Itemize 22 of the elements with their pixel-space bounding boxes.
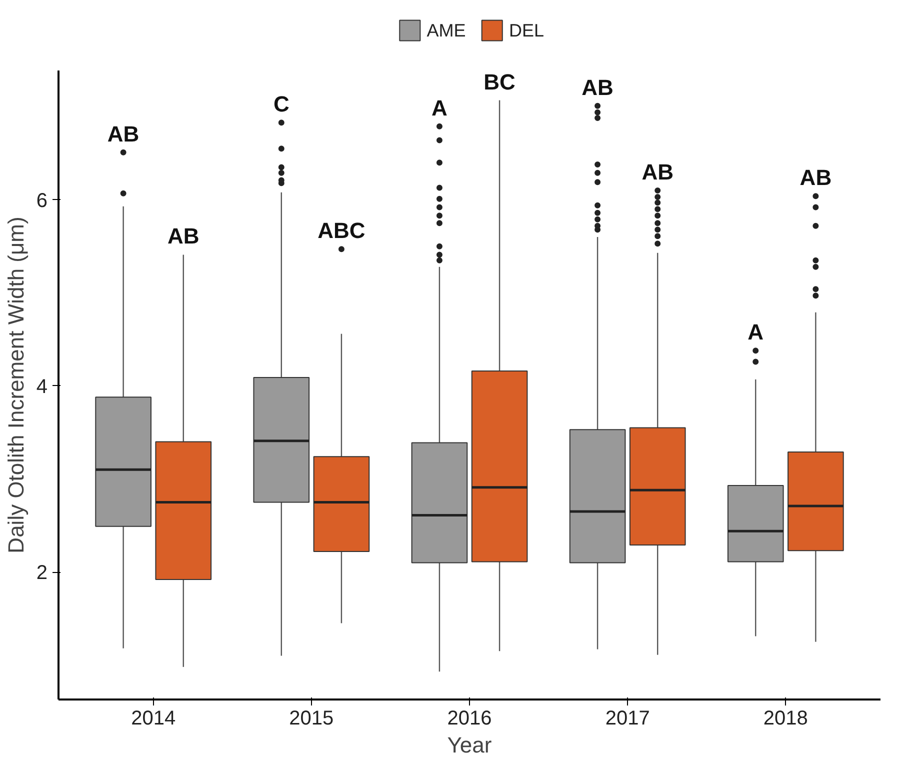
y-tick-label: 2: [36, 562, 48, 584]
x-tick-label: 2015: [289, 708, 334, 730]
annotation: AB: [107, 121, 140, 146]
annotation: AB: [642, 160, 674, 185]
y-axis-title: Daily Otolith Increment Width (μm): [3, 216, 28, 554]
y-tick-label: 6: [36, 190, 48, 212]
annotation: BC: [484, 69, 516, 94]
legend-label: AME: [426, 20, 466, 40]
annotation: A: [748, 320, 764, 345]
annotation: AB: [167, 224, 200, 249]
x-axis-title: Year: [447, 732, 492, 758]
annotation: A: [432, 95, 448, 120]
x-tick-label: 2017: [605, 708, 650, 730]
x-tick-label: 2018: [763, 708, 808, 730]
x-tick-label: 2016: [447, 708, 492, 730]
legend-label: DEL: [508, 20, 544, 40]
annotation: ABC: [318, 218, 366, 244]
annotation: AB: [800, 165, 832, 190]
annotation: AB: [582, 74, 614, 100]
annotation: C: [273, 92, 290, 117]
x-tick-label: 2014: [131, 708, 176, 730]
y-tick-label: 4: [36, 376, 48, 398]
